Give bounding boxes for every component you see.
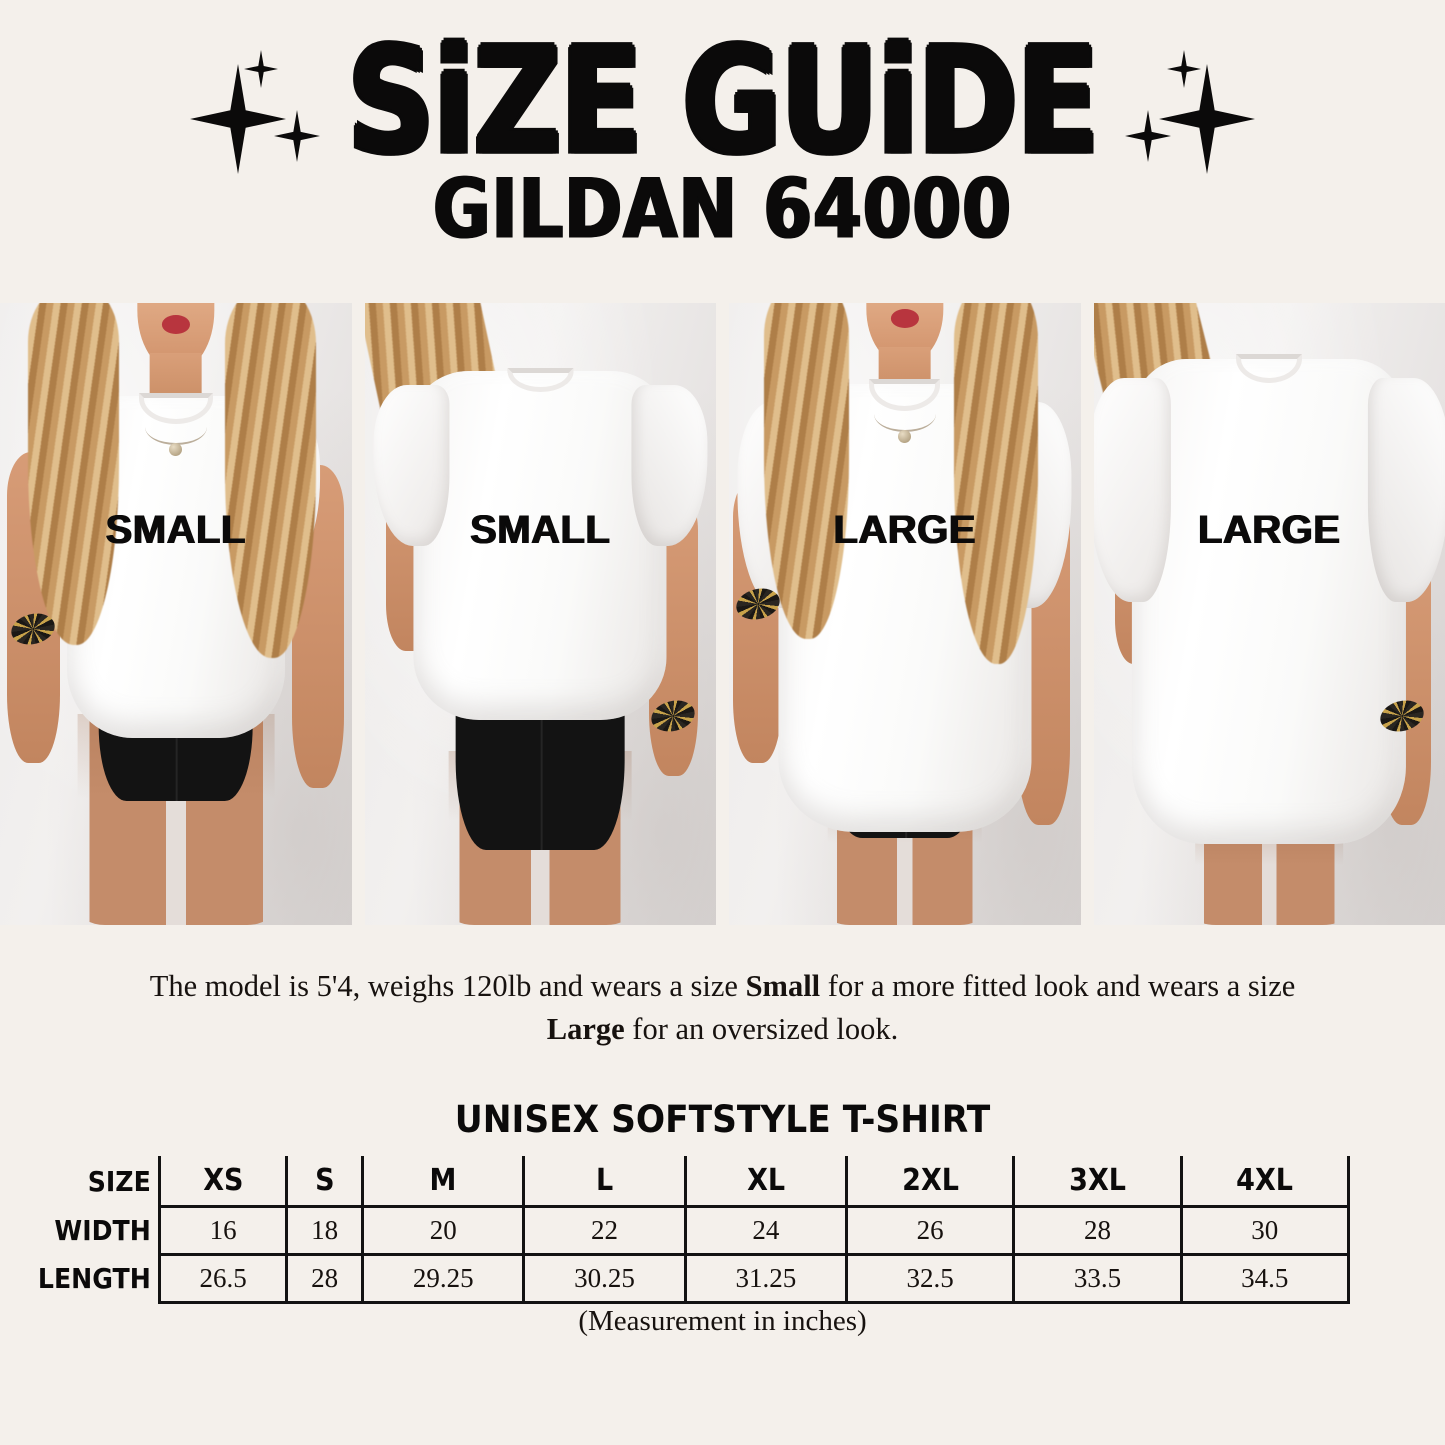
model-lips [161, 315, 190, 335]
table-cell-width-xs: 16 [157, 1204, 289, 1256]
model-hair-right [953, 303, 1039, 664]
table-cell-length-xs: 26.5 [157, 1252, 289, 1304]
table-row-sizes: XS S M L XL 2XL 3XL 4XL [157, 1156, 1351, 1208]
table-cell-size-s: S [285, 1156, 365, 1208]
header: SiZE GUiDE GILDAN 64000 [0, 0, 1445, 290]
table-cell-width-3xl: 28 [1012, 1204, 1183, 1256]
title-row: SiZE GUiDE [0, 16, 1445, 187]
table-cell-length-s: 28 [285, 1252, 365, 1304]
description-size-small: Small [745, 969, 821, 1003]
page-title: SiZE GUiDE [347, 16, 1099, 187]
table-cell-length-4xl: 34.5 [1179, 1252, 1351, 1304]
model-description: The model is 5'4, weighs 120lb and wears… [110, 965, 1335, 1052]
table-cell-size-l: L [522, 1156, 687, 1208]
description-part-2: for a more fitted look and wears a size [820, 969, 1296, 1003]
table-cell-length-m: 29.25 [361, 1252, 526, 1304]
model-lips [890, 309, 919, 328]
photo-size-label: SMALL [105, 508, 246, 553]
photo-strip: SMALL SMALL LARGE [0, 303, 1445, 925]
size-chart-table: XS S M L XL 2XL 3XL 4XL 16 18 20 22 24 2… [157, 1156, 1351, 1304]
model-tshirt-oversized [1093, 354, 1445, 845]
photo-panel-small-front: SMALL [0, 303, 352, 925]
size-value-l: L [595, 1162, 614, 1198]
model-tshirt [373, 367, 708, 720]
table-cell-length-xl: 31.25 [683, 1252, 848, 1304]
model-hair-left [764, 303, 849, 639]
model-necklace [144, 409, 207, 456]
table-cell-size-4xl: 4XL [1179, 1156, 1351, 1208]
table-cell-width-m: 20 [361, 1204, 526, 1256]
tshirt-collar [1236, 354, 1303, 384]
size-value-s: S [314, 1162, 335, 1198]
table-row-labels: SIZE WIDTH LENGTH [30, 1156, 158, 1304]
row-label-width: WIDTH [54, 1213, 151, 1247]
photo-panel-large-back: LARGE [1093, 303, 1445, 925]
table-cell-width-l: 22 [522, 1204, 687, 1256]
row-label-size: SIZE [87, 1164, 151, 1198]
model-hair-right [224, 303, 317, 658]
table-cell-width-s: 18 [285, 1204, 365, 1256]
table-cell-size-xl: XL [683, 1156, 848, 1208]
table-cell-length-3xl: 33.5 [1012, 1252, 1183, 1304]
photo-size-label: SMALL [470, 508, 611, 553]
size-value-m: M [429, 1162, 457, 1198]
photo-panel-large-front: LARGE [729, 303, 1081, 925]
size-value-4xl: 4XL [1236, 1162, 1294, 1198]
measurement-note: (Measurement in inches) [578, 1305, 867, 1337]
size-value-2xl: 2XL [901, 1162, 959, 1198]
table-title: UNISEX SOFTSTYLE T-SHIRT [454, 1098, 991, 1141]
page-subtitle: GILDAN 64000 [433, 160, 1012, 258]
table-cell-size-2xl: 2XL [844, 1156, 1016, 1208]
table-cell-size-xs: XS [157, 1156, 289, 1208]
table-cell-size-m: M [361, 1156, 526, 1208]
size-value-3xl: 3XL [1069, 1162, 1126, 1198]
model-necklace [873, 396, 936, 444]
tshirt-collar [507, 367, 574, 393]
table-cell-width-4xl: 30 [1179, 1204, 1351, 1256]
table-row-length: 26.5 28 29.25 30.25 31.25 32.5 33.5 34.5 [157, 1252, 1351, 1304]
photo-size-label: LARGE [833, 508, 976, 553]
table-row-width: 16 18 20 22 24 26 28 30 [157, 1204, 1351, 1256]
size-value-xl: XL [746, 1162, 785, 1198]
sparkle-decoration-left [182, 48, 342, 180]
table-cell-length-2xl: 32.5 [844, 1252, 1016, 1304]
table-cell-width-2xl: 26 [844, 1204, 1016, 1256]
row-label-length: LENGTH [37, 1261, 151, 1295]
description-size-large: Large [546, 1012, 625, 1047]
model-hair-left [28, 303, 120, 646]
photo-size-label: LARGE [1198, 508, 1341, 553]
size-value-xs: XS [202, 1162, 244, 1198]
description-part-3: for an oversized look. [624, 1012, 899, 1047]
description-part-1: The model is 5'4, weighs 120lb and wears… [149, 969, 746, 1003]
size-table-section: SIZE WIDTH LENGTH XS S M L XL 2XL 3XL 4X… [30, 1156, 1351, 1304]
table-cell-width-xl: 24 [683, 1204, 848, 1256]
photo-panel-small-back: SMALL [364, 303, 716, 925]
table-cell-size-3xl: 3XL [1012, 1156, 1183, 1208]
table-cell-length-l: 30.25 [522, 1252, 687, 1304]
